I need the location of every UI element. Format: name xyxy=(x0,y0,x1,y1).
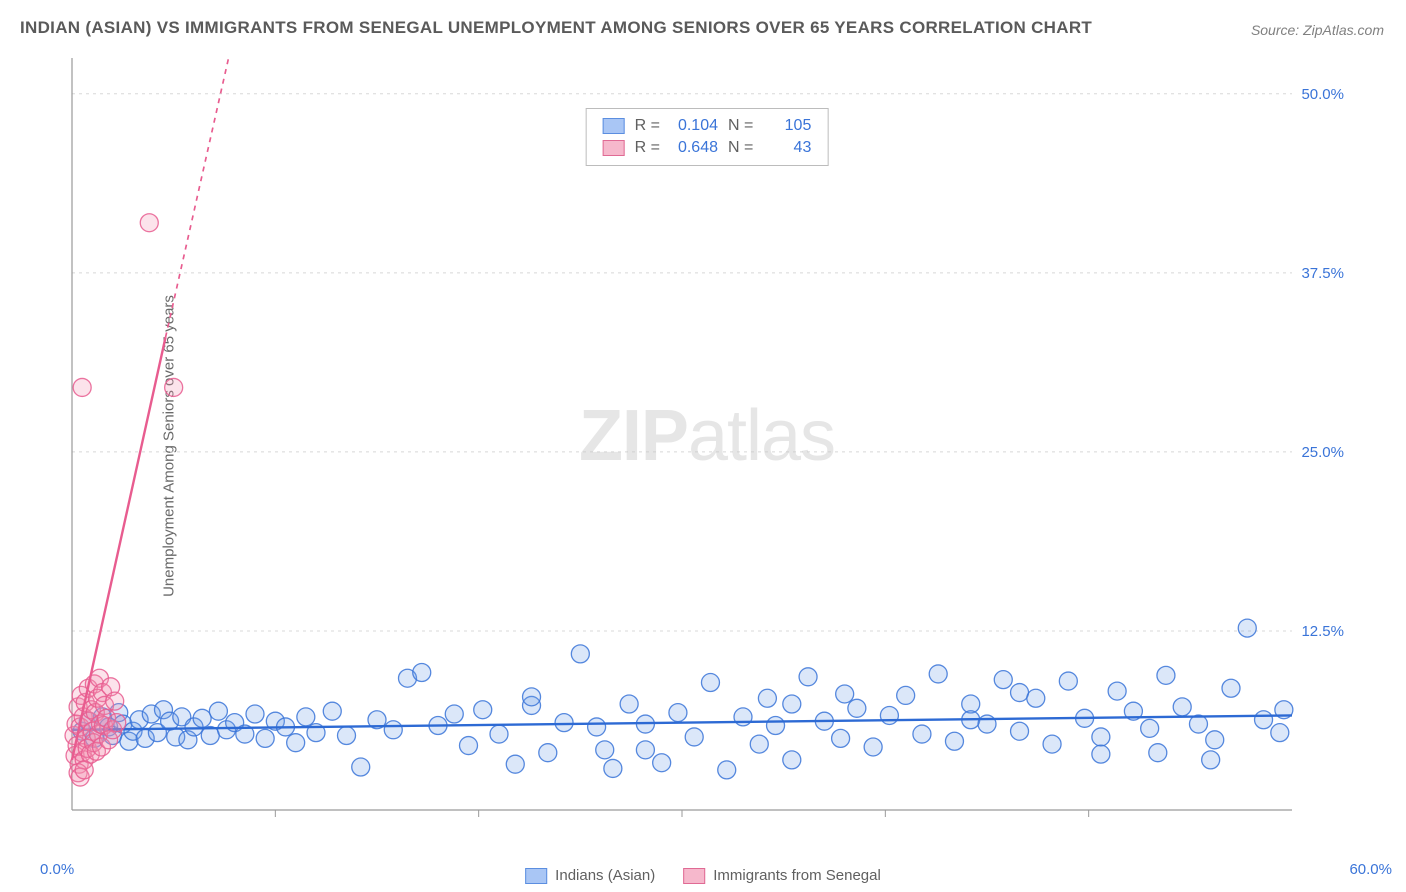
legend-swatch xyxy=(603,140,625,156)
legend-r-value: 0.648 xyxy=(670,139,718,157)
series-legend-item: Immigrants from Senegal xyxy=(683,867,881,884)
legend-row: R = 0.104 N = 105 xyxy=(603,115,812,137)
x-axis-max-label: 60.0% xyxy=(1349,861,1392,878)
legend-swatch xyxy=(525,868,547,884)
svg-text:50.0%: 50.0% xyxy=(1301,86,1344,103)
svg-text:37.5%: 37.5% xyxy=(1301,265,1344,282)
series-legend: Indians (Asian) Immigrants from Senegal xyxy=(525,867,881,884)
series-legend-item: Indians (Asian) xyxy=(525,867,655,884)
svg-text:25.0%: 25.0% xyxy=(1301,444,1344,461)
legend-swatch xyxy=(603,118,625,134)
x-axis-min-label: 0.0% xyxy=(40,861,74,878)
legend-swatch xyxy=(683,868,705,884)
series-label: Indians (Asian) xyxy=(555,867,655,884)
legend-n-value: 43 xyxy=(763,139,811,157)
legend-n-label: N = xyxy=(728,139,753,157)
correlation-legend: R = 0.104 N = 105 R = 0.648 N = 43 xyxy=(586,108,829,166)
legend-n-value: 105 xyxy=(763,117,811,135)
svg-text:12.5%: 12.5% xyxy=(1301,623,1344,640)
legend-r-value: 0.104 xyxy=(670,117,718,135)
legend-r-label: R = xyxy=(635,139,660,157)
legend-n-label: N = xyxy=(728,117,753,135)
source-attribution: Source: ZipAtlas.com xyxy=(1251,22,1384,38)
scatter-svg: 12.5% 25.0% 37.5% 50.0% xyxy=(62,48,1352,840)
chart-title: INDIAN (ASIAN) VS IMMIGRANTS FROM SENEGA… xyxy=(20,18,1092,38)
plot-area: 12.5%25.0%37.5%50.0% ZIPatlas R = 0.104 … xyxy=(62,48,1352,840)
series-label: Immigrants from Senegal xyxy=(713,867,881,884)
legend-row: R = 0.648 N = 43 xyxy=(603,137,812,159)
correlation-chart: INDIAN (ASIAN) VS IMMIGRANTS FROM SENEGA… xyxy=(0,0,1406,892)
legend-r-label: R = xyxy=(635,117,660,135)
